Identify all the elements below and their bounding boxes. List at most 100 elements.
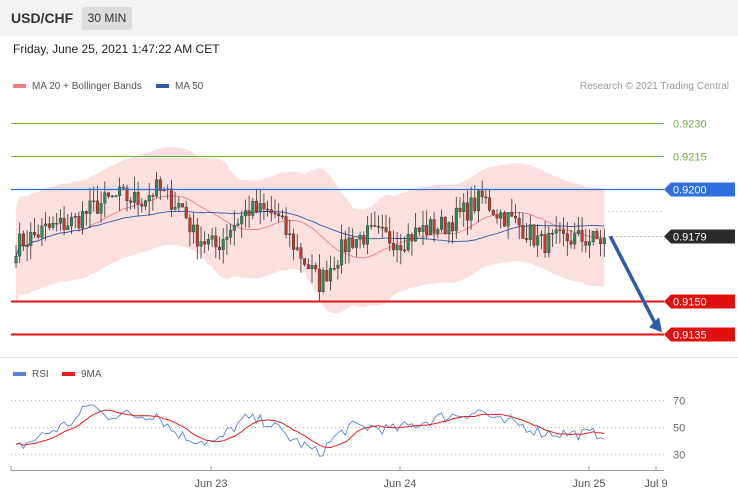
candle-body	[517, 217, 521, 226]
candle	[158, 176, 162, 201]
candle	[502, 210, 506, 227]
candle-body	[458, 207, 462, 212]
candle	[106, 192, 110, 199]
candle	[217, 236, 221, 260]
candle-body	[155, 179, 159, 197]
candle	[266, 200, 270, 217]
candle-body	[329, 268, 333, 282]
candle	[262, 193, 266, 221]
candle-body	[495, 214, 499, 219]
candle	[377, 215, 381, 234]
candle	[18, 222, 22, 263]
level-label-0.9179: 0.9179	[673, 232, 707, 244]
candle	[40, 218, 44, 246]
candle-body	[236, 223, 240, 226]
candle-body	[214, 235, 218, 248]
candle	[277, 203, 281, 223]
candle	[229, 223, 233, 245]
candle	[562, 217, 566, 247]
candle	[299, 242, 303, 273]
candle-body	[469, 197, 473, 221]
candle	[132, 176, 136, 210]
candle	[310, 254, 314, 283]
legend-9ma: 9MA	[62, 369, 102, 380]
candle	[528, 214, 532, 247]
candle-body	[217, 246, 221, 251]
candle	[428, 216, 432, 236]
candle	[347, 226, 351, 264]
candle-body	[21, 233, 25, 247]
candle	[77, 211, 81, 232]
candle	[551, 229, 555, 248]
candle-body	[502, 212, 506, 227]
candle	[325, 260, 329, 282]
candle-body	[358, 235, 362, 240]
candle	[406, 223, 410, 253]
x-tick-label: Jun 25	[572, 478, 605, 490]
candle-body	[195, 224, 199, 247]
timeframe-button[interactable]: 30 MIN	[82, 7, 132, 30]
level-label-0.9150: 0.9150	[673, 297, 707, 309]
candle-body	[595, 231, 599, 240]
candle	[380, 214, 384, 238]
candle-body	[477, 190, 481, 212]
candle	[221, 228, 225, 264]
candle-body	[451, 222, 455, 232]
level-label-0.9200: 0.9200	[673, 185, 707, 197]
candle	[414, 213, 418, 242]
candle-body	[99, 203, 103, 214]
candle	[558, 221, 562, 244]
candle	[336, 259, 340, 280]
candle-body	[280, 215, 284, 218]
candle	[118, 177, 122, 211]
candle	[251, 197, 255, 220]
candle-body	[325, 270, 329, 282]
candle	[232, 210, 236, 246]
candle-body	[551, 233, 555, 235]
candle	[236, 218, 240, 227]
level-tag-0.9200	[664, 182, 735, 197]
candle	[399, 234, 403, 265]
candle-body	[543, 233, 547, 253]
candle	[306, 258, 310, 270]
candle-body	[277, 213, 281, 217]
candle-body	[243, 210, 247, 217]
rsi-tick-label: 30	[673, 450, 685, 462]
candle-body	[454, 207, 458, 232]
candle	[195, 218, 199, 260]
candle	[273, 199, 277, 219]
candle	[151, 193, 155, 211]
candle	[480, 180, 484, 204]
candle-body	[462, 202, 466, 212]
candle-body	[103, 192, 107, 204]
candle	[55, 212, 59, 232]
candle	[432, 212, 436, 242]
candle	[532, 224, 536, 248]
rsi-line	[15, 404, 605, 457]
level-label-0.9135: 0.9135	[673, 330, 707, 342]
candle	[51, 216, 55, 231]
candle-body	[136, 192, 140, 205]
candle	[332, 256, 336, 271]
candle-body	[380, 226, 384, 229]
level-label-0.9230: 0.9230	[673, 119, 707, 131]
candle-body	[436, 229, 440, 234]
candle-body	[369, 225, 373, 227]
candle-body	[254, 200, 258, 212]
legend-ma20: MA 20 + Bollinger Bands	[13, 81, 142, 92]
candle-body	[425, 225, 429, 235]
candle	[155, 171, 159, 199]
candle	[210, 227, 214, 247]
candle-body	[95, 200, 99, 214]
candle	[421, 210, 425, 246]
candle	[384, 214, 388, 234]
candle	[58, 209, 62, 232]
candle	[417, 226, 421, 236]
candle-body	[229, 230, 233, 238]
candle	[295, 233, 299, 252]
candle-body	[447, 222, 451, 234]
candle	[280, 209, 284, 220]
candle-body	[588, 241, 592, 246]
candle-body	[554, 229, 558, 234]
candle	[388, 217, 392, 251]
